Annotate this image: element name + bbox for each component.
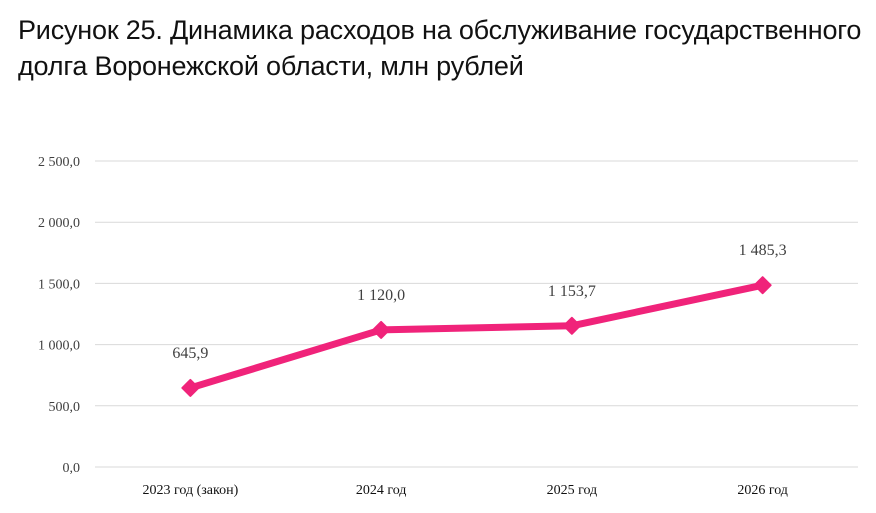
y-tick-label: 500,0 bbox=[49, 400, 81, 415]
data-label: 645,9 bbox=[172, 345, 208, 362]
x-tick-label: 2024 год bbox=[356, 483, 407, 498]
x-axis-ticks: 2023 год (закон) 2024 год 2025 год 2026 год bbox=[142, 483, 787, 498]
data-point-marker bbox=[753, 276, 772, 295]
y-tick-label: 2 500,0 bbox=[38, 155, 80, 170]
y-tick-label: 1 000,0 bbox=[38, 339, 80, 354]
y-tick-label: 1 500,0 bbox=[38, 277, 80, 292]
x-tick-label: 2023 год (закон) bbox=[142, 483, 238, 498]
data-label: 1 485,3 bbox=[739, 242, 787, 259]
data-point-marker bbox=[562, 316, 581, 335]
series-line-path bbox=[186, 281, 767, 392]
data-labels: 645,9 1 120,0 1 153,7 1 485,3 bbox=[172, 242, 786, 362]
data-point-marker bbox=[372, 320, 391, 339]
y-tick-label: 2 000,0 bbox=[38, 216, 80, 231]
x-tick-label: 2026 год bbox=[737, 483, 788, 498]
chart-title: Рисунок 25. Динамика расходов на обслужи… bbox=[18, 15, 862, 81]
y-tick-label: 0,0 bbox=[63, 461, 81, 476]
y-axis-ticks: 0,0 500,0 1 000,0 1 500,0 2 000,0 2 500,0 bbox=[38, 155, 80, 476]
data-point-marker bbox=[181, 378, 200, 397]
data-label: 1 120,0 bbox=[357, 287, 405, 304]
series-line bbox=[181, 276, 772, 397]
data-label: 1 153,7 bbox=[548, 283, 596, 300]
gridlines bbox=[95, 160, 858, 468]
x-tick-label: 2025 год bbox=[547, 483, 598, 498]
